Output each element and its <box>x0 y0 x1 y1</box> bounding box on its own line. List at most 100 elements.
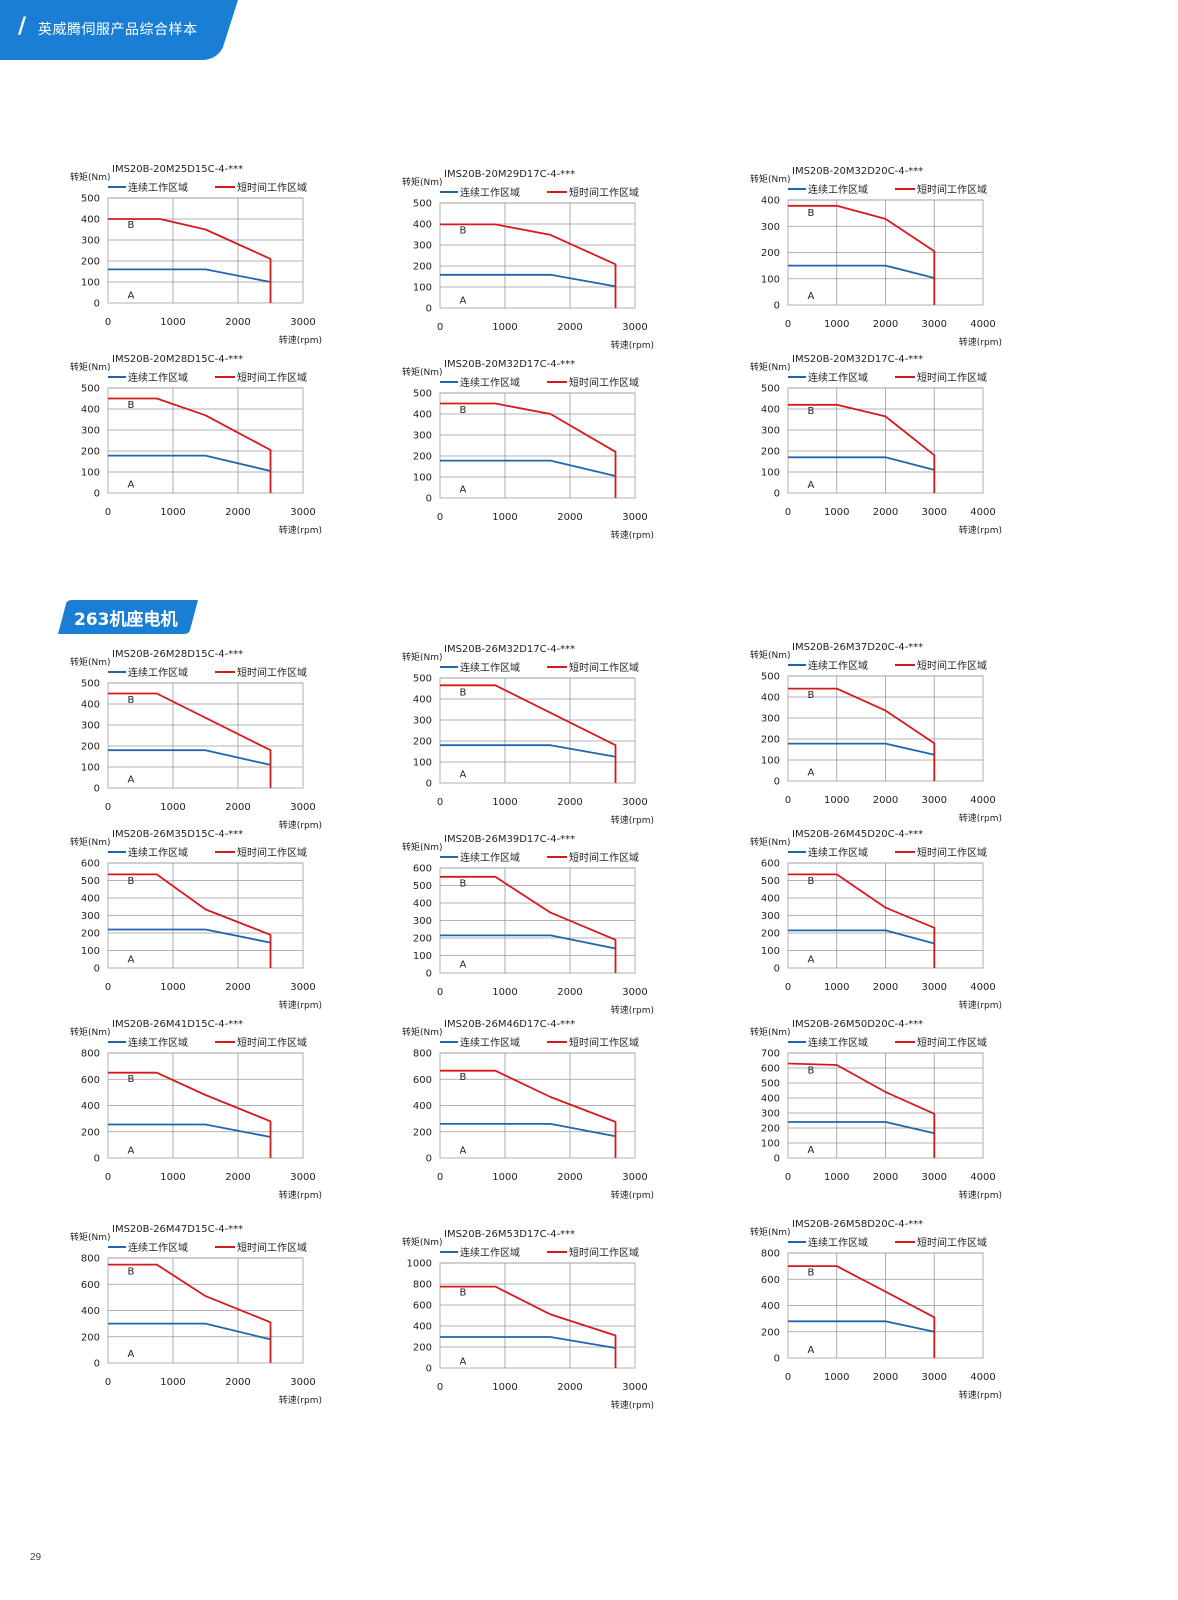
x-tick-label: 4000 <box>970 795 995 806</box>
y-tick-label: 500 <box>413 389 432 400</box>
x-tick-label: 2000 <box>873 1372 898 1383</box>
chart-6: IMS20B-20M32D17C-4-*** 转矩(Nm) 转速(rpm) 连续工作区… <box>740 350 1040 560</box>
y-tick-label: 200 <box>413 1343 432 1354</box>
x-axis-label: 转速(rpm) <box>611 339 654 351</box>
y-tick-label: 300 <box>761 714 780 725</box>
x-axis-label: 转速(rpm) <box>279 819 322 831</box>
series-continuous-line <box>108 928 271 944</box>
region-a-label: A <box>460 960 467 971</box>
series-short-line <box>440 684 617 783</box>
legend-label-continuous: 连续工作区域 <box>808 371 868 384</box>
series-continuous-line <box>788 264 935 279</box>
x-axis-label: 转速(rpm) <box>959 524 1002 536</box>
y-tick-label: 0 <box>774 964 780 975</box>
y-tick-label: 0 <box>426 1364 432 1375</box>
y-tick-label: 0 <box>426 779 432 790</box>
series-short-line <box>108 873 272 968</box>
chart-svg: IMS20B-20M32D17C-4-***转矩(Nm) 转速(rpm) 连续工作区… <box>402 359 654 541</box>
y-axis-label: 转矩(Nm) <box>70 361 111 373</box>
x-tick-label: 4000 <box>970 982 995 993</box>
y-tick-label: 400 <box>761 405 780 416</box>
legend-label-short: 短时间工作区域 <box>569 661 639 674</box>
chart-svg: IMS20B-26M45D20C-4-***转矩(Nm) 转速(rpm) 连续工作区… <box>750 829 1002 1011</box>
chart-18: IMS20B-26M58D20C-4-*** 转矩(Nm) 转速(rpm) 连续工作区… <box>740 1215 1040 1425</box>
plot-frame <box>439 677 636 784</box>
y-tick-label: 500 <box>413 674 432 685</box>
y-tick-label: 100 <box>81 278 100 289</box>
chart-title: IMS20B-26M35D15C-4-*** <box>112 829 243 840</box>
y-tick-label: 400 <box>413 220 432 231</box>
y-tick-label: 400 <box>413 410 432 421</box>
region-b-label: B <box>460 1288 467 1299</box>
x-tick-label: 1000 <box>492 1172 517 1183</box>
chart-title: IMS20B-26M41D15C-4-*** <box>112 1019 243 1030</box>
x-tick-label: 3000 <box>922 795 947 806</box>
chart-14: IMS20B-26M46D17C-4-*** 转矩(Nm) 转速(rpm) 连续工作区… <box>392 1015 692 1225</box>
region-a-label: A <box>808 1345 815 1356</box>
series-short-line <box>787 1062 936 1158</box>
legend-label-continuous: 连续工作区域 <box>128 666 188 679</box>
y-tick-label: 500 <box>81 194 100 205</box>
region-b-label: B <box>460 687 467 698</box>
y-axis-label: 转矩(Nm) <box>402 1236 443 1248</box>
header-tab: / 英威腾伺服产品综合样本 <box>0 0 240 60</box>
y-tick-label: 800 <box>413 1280 432 1291</box>
chart-svg: IMS20B-26M53D17C-4-***转矩(Nm) 转速(rpm) 连续工作区… <box>402 1229 654 1411</box>
x-axis-label: 转速(rpm) <box>959 812 1002 824</box>
y-tick-label: 100 <box>81 946 100 957</box>
y-tick-label: 0 <box>94 489 100 500</box>
x-tick-label: 2000 <box>225 982 250 993</box>
series-short-line <box>788 1265 936 1358</box>
y-tick-label: 800 <box>81 1254 100 1265</box>
y-tick-label: 200 <box>761 735 780 746</box>
series-short-line <box>108 1263 272 1363</box>
region-b-label: B <box>808 1065 815 1076</box>
region-b-label: B <box>808 876 815 887</box>
series-short-line <box>440 875 617 973</box>
chart-12: IMS20B-26M45D20C-4-*** 转矩(Nm) 转速(rpm) 连续工作区… <box>740 825 1040 1035</box>
series-continuous-line <box>788 1121 935 1135</box>
chart-9: IMS20B-26M37D20C-4-*** 转矩(Nm) 转速(rpm) 连续工作区… <box>740 638 1040 848</box>
x-tick-label: 4000 <box>970 1172 995 1183</box>
y-tick-label: 400 <box>81 700 100 711</box>
y-tick-label: 600 <box>81 1280 100 1291</box>
region-a-label: A <box>808 955 815 966</box>
x-tick-label: 1000 <box>824 319 849 330</box>
series-short-line <box>788 687 936 781</box>
x-tick-label: 2000 <box>557 322 582 333</box>
y-axis-label: 转矩(Nm) <box>750 1026 791 1038</box>
x-tick-label: 0 <box>785 1172 791 1183</box>
y-tick-label: 700 <box>761 1049 780 1060</box>
y-tick-label: 800 <box>761 1249 780 1260</box>
y-tick-label: 100 <box>81 763 100 774</box>
y-tick-label: 100 <box>761 946 780 957</box>
y-tick-label: 200 <box>413 452 432 463</box>
legend-label-continuous: 连续工作区域 <box>460 851 520 864</box>
plot-frame <box>439 1262 636 1369</box>
x-tick-label: 4000 <box>970 319 995 330</box>
y-tick-label: 100 <box>761 274 780 285</box>
region-b-label: B <box>460 879 467 890</box>
chart-title: IMS20B-26M47D15C-4-*** <box>112 1224 243 1235</box>
chart-15: IMS20B-26M50D20C-4-*** 转矩(Nm) 转速(rpm) 连续工作区… <box>740 1015 1040 1225</box>
series-continuous-line <box>108 454 271 472</box>
y-tick-label: 0 <box>94 964 100 975</box>
x-tick-label: 1000 <box>160 982 185 993</box>
region-b-label: B <box>808 208 815 219</box>
region-a-label: A <box>460 1145 467 1156</box>
legend-label-short: 短时间工作区域 <box>237 666 307 679</box>
legend-label-continuous: 连续工作区域 <box>808 1036 868 1049</box>
legend-label-short: 短时间工作区域 <box>917 1036 987 1049</box>
series-continuous-line <box>788 929 935 945</box>
x-tick-label: 0 <box>105 982 111 993</box>
series-short-line <box>440 1285 617 1368</box>
legend-label-continuous: 连续工作区域 <box>808 183 868 196</box>
y-tick-label: 400 <box>413 899 432 910</box>
legend-label-continuous: 连续工作区域 <box>128 371 188 384</box>
chart-8: IMS20B-26M32D17C-4-*** 转矩(Nm) 转速(rpm) 连续工作区… <box>392 640 692 850</box>
x-tick-label: 2000 <box>225 1377 250 1388</box>
series-short-line <box>108 397 272 493</box>
y-tick-label: 100 <box>413 473 432 484</box>
x-tick-label: 4000 <box>970 507 995 518</box>
chart-svg: IMS20B-26M58D20C-4-***转矩(Nm) 转速(rpm) 连续工作区… <box>750 1219 1002 1401</box>
